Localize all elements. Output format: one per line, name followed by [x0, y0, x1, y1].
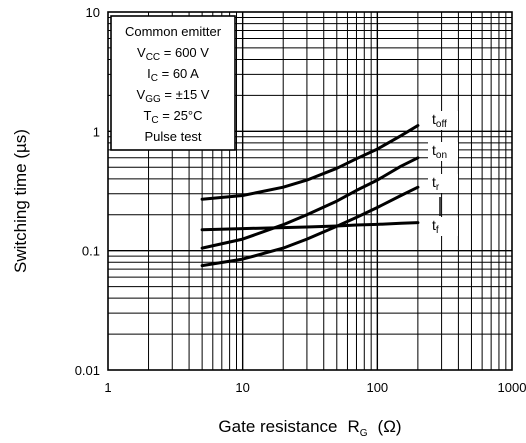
plot-frame	[107, 11, 513, 371]
condition-line: Common emitter	[125, 24, 222, 39]
x-tick-label: 1	[104, 380, 111, 395]
series-line-ton	[200, 156, 420, 250]
x-tick-label: 1000	[498, 380, 526, 395]
series-label-tr: tr	[432, 174, 440, 193]
condition-line: VGG = ±15 V	[137, 87, 210, 105]
series-label-bg	[428, 174, 458, 193]
conditions-box: Common emitter VCC = 600 V IC = 60 A VGG = …	[110, 15, 236, 151]
series-labels: toff ton tr tf	[428, 111, 458, 236]
curves	[200, 124, 420, 268]
x-axis-title: Gate resistance RG (Ω)	[218, 417, 401, 439]
series-label-bg	[428, 217, 458, 236]
x-axis-label: Gate resistance	[218, 417, 337, 436]
y-tick-label: 0.01	[75, 363, 100, 378]
series-label-bg	[428, 142, 458, 161]
x-axis-unit: (Ω)	[378, 417, 402, 436]
series-label-tf: tf	[432, 217, 439, 236]
y-tick-label: 0.1	[82, 244, 100, 259]
series-label-toff: toff	[432, 111, 447, 130]
x-tick-label: 10	[235, 380, 249, 395]
condition-line: VCC = 600 V	[137, 45, 209, 63]
conditions-box-frame	[110, 15, 236, 151]
tick-labels: 1 10 100 1000 0.01 0.1 1 10	[75, 5, 526, 395]
series-line-tf	[200, 221, 420, 232]
condition-line: TC = 25°C	[143, 108, 202, 126]
x-axis-symbol-sub: G	[360, 428, 368, 439]
y-tick-label: 10	[86, 5, 100, 20]
y-tick-label: 1	[93, 124, 100, 139]
x-tick-label: 100	[366, 380, 388, 395]
condition-line: IC = 60 A	[147, 66, 199, 84]
y-axis-title: Switching time (µs)	[11, 129, 30, 273]
x-axis-symbol: R	[347, 417, 359, 436]
series-label-ton: ton	[432, 142, 447, 161]
series-label-bg	[428, 111, 458, 130]
condition-line: Pulse test	[144, 129, 201, 144]
series-line-toff	[200, 124, 420, 201]
